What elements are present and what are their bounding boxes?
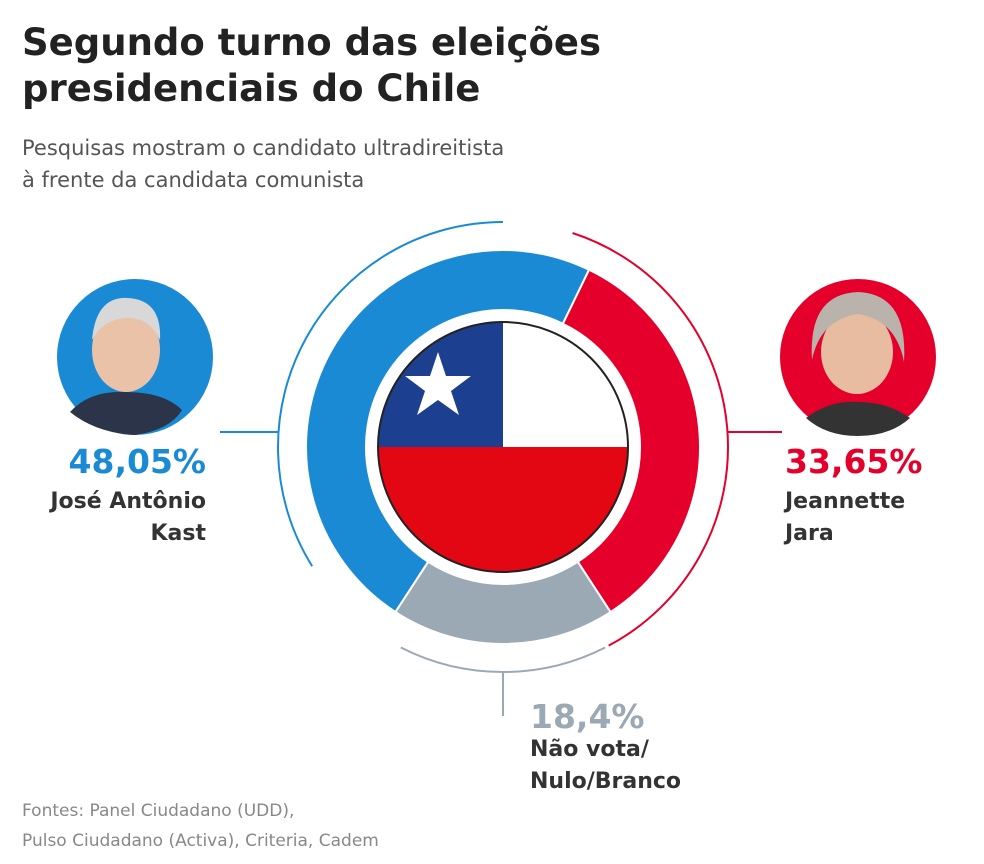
decorations bbox=[220, 221, 782, 716]
kast-photo bbox=[57, 279, 213, 435]
flag bbox=[378, 322, 628, 572]
donut-segment bbox=[561, 268, 701, 614]
outer-arc bbox=[572, 232, 729, 647]
legend-label: Não vota/ Nulo/Branco bbox=[530, 737, 682, 794]
value-label: 18,4% bbox=[530, 697, 645, 736]
legend-label: Jeannette Jara bbox=[785, 489, 906, 546]
donut bbox=[305, 249, 701, 645]
outer-arc bbox=[277, 221, 504, 567]
donut-segment bbox=[305, 249, 591, 614]
source-note: Fontes: Panel Ciudadano (UDD), Pulso Ciu… bbox=[22, 801, 379, 851]
donut-segment bbox=[394, 560, 612, 645]
jara-photo bbox=[780, 279, 936, 436]
legend-label: José Antônio Kast bbox=[50, 489, 206, 546]
flag-border bbox=[377, 321, 629, 573]
outer-arc bbox=[400, 646, 606, 673]
chart-title: Segundo turno das eleições presidenciais… bbox=[22, 21, 601, 110]
value-label: 33,65% bbox=[785, 442, 923, 481]
chart-subtitle: Pesquisas mostram o candidato ultradirei… bbox=[22, 136, 505, 192]
value-label: 48,05% bbox=[68, 442, 206, 481]
